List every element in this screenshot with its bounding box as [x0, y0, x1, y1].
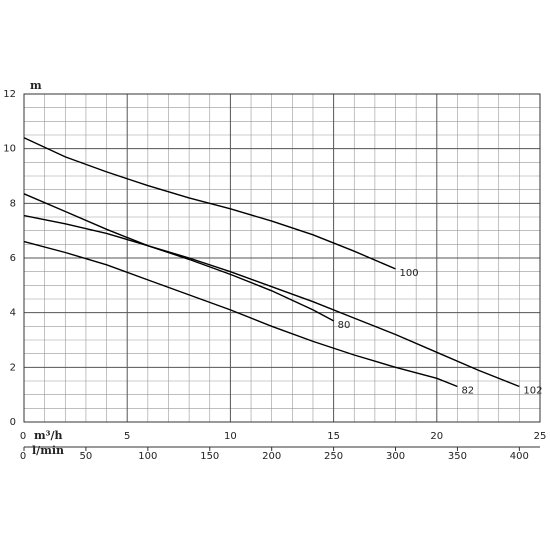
x2-axis-label: l/min	[32, 444, 64, 457]
curve	[23, 240, 458, 388]
curve	[23, 214, 520, 388]
curve-label: 82	[461, 385, 474, 396]
x-tick-label: 25	[534, 431, 547, 442]
y-axis-label: m	[30, 79, 42, 92]
y-tick-label: 10	[3, 144, 16, 155]
x-tick-label: 15	[327, 431, 340, 442]
x2-tick-label: 50	[80, 451, 93, 462]
x2-tick-label: 100	[138, 451, 157, 462]
x-tick-label: 20	[430, 431, 443, 442]
x2-tick-label: 250	[324, 451, 343, 462]
y-tick-label: 2	[10, 362, 16, 373]
x2-tick-label: 0	[20, 451, 26, 462]
y-tick-label: 8	[10, 198, 16, 209]
x-axis-label: m³/h	[34, 429, 62, 442]
curve-label: 80	[338, 320, 351, 331]
y-tick-label: 0	[10, 417, 16, 428]
y-tick-label: 6	[10, 253, 16, 264]
x-tick-label: 10	[224, 431, 237, 442]
x2-tick-label: 200	[262, 451, 281, 462]
curve-label: 100	[400, 268, 419, 279]
y-tick-label: 12	[3, 89, 16, 100]
x2-tick-label: 350	[448, 451, 467, 462]
x-tick-label: 5	[124, 431, 130, 442]
x-tick-label: 0	[20, 431, 26, 442]
curve	[23, 137, 396, 270]
x2-tick-label: 400	[510, 451, 529, 462]
x2-tick-label: 150	[200, 451, 219, 462]
y-tick-label: 4	[10, 308, 16, 319]
curve	[23, 193, 334, 322]
curve-label: 102	[523, 385, 542, 396]
plot-frame	[23, 93, 541, 423]
x2-tick-label: 300	[386, 451, 405, 462]
